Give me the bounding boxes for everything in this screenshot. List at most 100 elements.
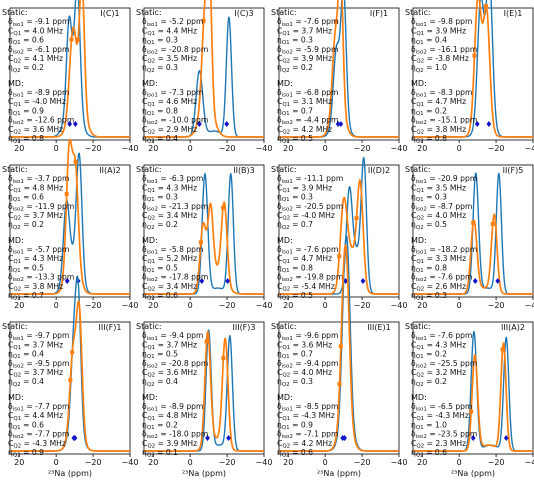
md-param: ηQ2 = 0.6: [142, 291, 178, 302]
x-tick-label: 20: [14, 301, 24, 310]
static-param: ηQ1 = 0.4: [411, 36, 447, 47]
md-param: ηQ1 = 0.2: [142, 420, 178, 431]
md-param: ηQ1 = 0.2: [411, 106, 447, 117]
series-line-md: [9, 138, 131, 295]
static-param: δiso1 = -3.7 ppm: [8, 174, 69, 185]
x-tick-label: −20: [85, 301, 102, 310]
static-param: CQ1 = 3.9 MHz: [411, 26, 466, 37]
md-header: MD:: [142, 393, 158, 402]
static-param: ηQ1 = 0.6: [8, 193, 44, 204]
panel-title: III(A)2: [501, 323, 525, 332]
md-param: δiso2 = -15.1 ppm: [411, 116, 477, 127]
x-tick-label: 0: [323, 301, 328, 310]
static-param: ηQ2 = 0.2: [277, 63, 313, 74]
md-iso-marker: [469, 409, 474, 414]
x-tick-label: −20: [85, 144, 102, 153]
static-param: CQ2 = 3.5 MHz: [142, 54, 197, 65]
static-param: δiso2 = -8.7 ppm: [411, 202, 472, 213]
x-tick-label: 0: [188, 301, 193, 310]
md-param: ηQ1 = 0.7: [277, 106, 313, 117]
static-param: ηQ2 = 0.4: [8, 377, 44, 388]
static-param: CQ1 = 3.7 MHz: [8, 340, 63, 351]
md-iso-marker: [198, 240, 203, 245]
panel-frame: [9, 321, 131, 455]
x-axis-label: ²³Na (ppm): [451, 469, 495, 478]
md-param: δiso1 = -8.9 ppm: [8, 88, 69, 99]
static-param: CQ1 = 4.8 MHz: [8, 183, 63, 194]
static-param: δiso1 = -6.3 ppm: [142, 174, 203, 185]
md-param: CQ1 = 4.7 MHz: [411, 97, 466, 108]
static-param: ηQ1 = 0.6: [8, 36, 44, 47]
md-header: MD:: [277, 393, 293, 402]
md-param: δiso1 = -5.8 ppm: [142, 245, 203, 256]
x-tick-label: 0: [323, 458, 328, 467]
x-tick-label: 20: [14, 144, 24, 153]
x-tick-label: 0: [457, 144, 462, 153]
md-iso-marker: [204, 339, 209, 344]
panel-title: III(F)1: [98, 323, 121, 332]
md-param: ηQ1 = 0.9: [277, 420, 313, 431]
md-param: ηQ1 = 1.0: [411, 420, 447, 431]
x-axis-label: ²³Na (ppm): [317, 469, 361, 478]
md-iso-marker: [490, 221, 495, 226]
static-param: δiso2 = -25.5 ppm: [411, 359, 477, 370]
static-iso-marker: [360, 278, 366, 284]
panel-frame: [412, 7, 534, 141]
md-param: ηQ2 = 0.8: [8, 134, 44, 145]
static-param: CQ2 = 4.1 MHz: [8, 54, 63, 65]
static-param: ηQ1 = 0.3: [277, 36, 313, 47]
static-param: ηQ1 = 0.5: [142, 350, 178, 361]
x-tick-label: −40: [256, 144, 273, 153]
x-tick-label: −20: [354, 301, 371, 310]
static-param: CQ2 = 4.0 MHz: [277, 368, 332, 379]
static-param: ηQ2 = 0.2: [142, 220, 178, 231]
panel-title: II(D)2: [368, 166, 390, 175]
static-iso-marker: [495, 278, 501, 284]
x-tick-label: 0: [188, 458, 193, 467]
md-header: MD:: [411, 393, 427, 402]
static-param: ηQ2 = 0.3: [142, 63, 178, 74]
series-line-md: [278, 0, 400, 138]
static-param: δiso1 = -9.4 ppm: [142, 331, 203, 342]
static-param: ηQ1 = 0.2: [411, 350, 447, 361]
static-param: ηQ2 = 0.5: [411, 220, 447, 231]
static-param: CQ1 = 3.9 MHz: [277, 183, 332, 194]
md-header: MD:: [142, 79, 158, 88]
panel-frame: [412, 321, 534, 455]
x-tick-label: 20: [148, 144, 158, 153]
static-param: ηQ2 = 0.2: [8, 220, 44, 231]
static-header: Static:: [271, 322, 297, 331]
md-param: ηQ2 = 0.4: [142, 134, 178, 145]
md-param: CQ2 = 2.9 MHz: [142, 125, 197, 136]
md-param: CQ1 = -4.3 MHz: [277, 411, 335, 422]
static-param: δiso1 = -9.1 ppm: [8, 17, 69, 28]
static-iso-marker: [67, 121, 73, 127]
md-param: ηQ2 = 0.6: [277, 448, 313, 459]
static-param: δiso1 = -7.6 ppm: [277, 17, 338, 28]
x-tick-label: −20: [219, 458, 236, 467]
static-param: CQ2 = 4.0 MHz: [411, 211, 466, 222]
x-axis-label: ²³Na (ppm): [48, 469, 92, 478]
static-param: δiso1 = -7.6 ppm: [411, 331, 472, 342]
md-iso-marker: [75, 37, 80, 42]
md-param: CQ1 = 3.1 MHz: [277, 97, 332, 108]
static-iso-marker: [338, 121, 344, 127]
x-tick-label: 0: [188, 144, 193, 153]
static-iso-marker: [342, 435, 347, 441]
md-param: CQ1 = -4.3 MHz: [411, 411, 469, 422]
md-param: ηQ1 = 0.9: [8, 106, 44, 117]
static-iso-marker: [225, 278, 231, 284]
md-header: MD:: [277, 236, 293, 245]
static-iso-marker: [486, 121, 492, 127]
static-header: Static:: [2, 322, 28, 331]
md-iso-marker: [354, 216, 359, 221]
static-iso-marker: [503, 435, 509, 441]
static-param: δiso2 = -11.9 ppm: [8, 202, 74, 213]
x-tick-label: 0: [54, 458, 59, 467]
md-header: MD:: [142, 236, 158, 245]
